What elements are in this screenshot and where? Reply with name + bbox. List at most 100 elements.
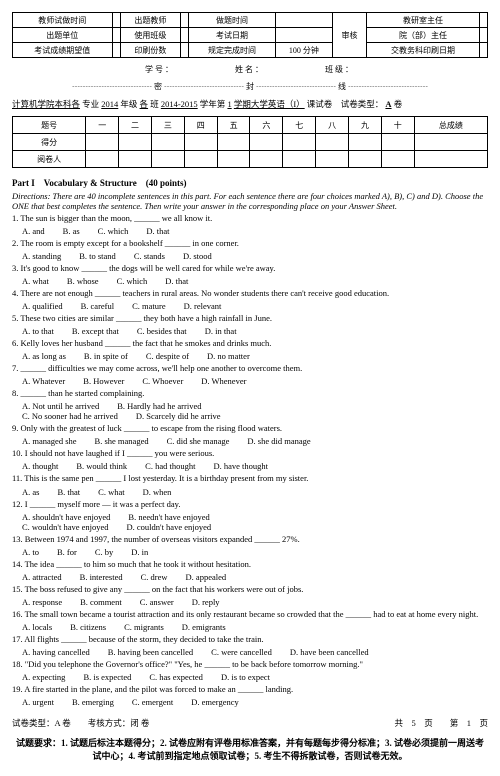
option: B. would think [76, 461, 127, 471]
info-line: 学号： 姓名： 班级： [12, 64, 488, 75]
option: D. in [131, 547, 148, 557]
h-c: 考试成绩期望值 [13, 43, 113, 58]
score-cell [119, 134, 152, 151]
score-cell [381, 134, 414, 151]
option: A. thought [22, 461, 58, 471]
question: 18. "Did you telephone the Governor's of… [12, 659, 488, 670]
option: B. careful [81, 301, 115, 311]
option: C. which [98, 226, 129, 236]
h-c: 考试日期 [189, 28, 276, 43]
question: 19. A fire started in the plane, and the… [12, 684, 488, 695]
score-cell [349, 151, 382, 168]
option: B. she managed [95, 436, 149, 446]
options: A. shouldn't have enjoyedB. needn't have… [22, 512, 488, 522]
option: D. emergency [191, 697, 239, 707]
score-head-cell: 一 [86, 117, 119, 134]
score-cell [217, 151, 250, 168]
score-cell [349, 134, 382, 151]
score-cell [414, 134, 487, 151]
option: C. did she manage [167, 436, 230, 446]
options: A. expectingB. is expectedC. has expecte… [22, 672, 488, 682]
option: B. needn't have enjoyed [128, 512, 209, 522]
footer-left: 试卷类型：A 卷 考核方式：闭 卷 [12, 718, 149, 728]
options: A. responseB. commentC. answerD. reply [22, 597, 488, 607]
options: A. standingB. to standC. standsD. stood [22, 251, 488, 261]
option: A. attracted [22, 572, 62, 582]
option: B. except that [72, 326, 119, 336]
xuehao-label: 学号： [145, 65, 171, 74]
question: 2. The room is empty except for a booksh… [12, 238, 488, 249]
option: D. relevant [184, 301, 222, 311]
option: D. in that [205, 326, 237, 336]
option: B. interested [80, 572, 123, 582]
option: B. as [63, 226, 80, 236]
question: 11. This is the same pen ______ I lost y… [12, 473, 488, 484]
option: B. However [83, 376, 124, 386]
option: C. by [95, 547, 113, 557]
options: A. managed she B. she managed C. did she m… [22, 436, 488, 446]
option: A. and [22, 226, 45, 236]
option: C. which [117, 276, 148, 286]
h-v [112, 13, 120, 28]
score-head-cell: 九 [349, 117, 382, 134]
questions-block: 1. The sun is bigger than the moon, ____… [12, 213, 488, 707]
options: A. asB. thatC. whatD. when [22, 487, 488, 497]
score-head-cell: 十 [381, 117, 414, 134]
question: 16. The small town became a tourist attr… [12, 609, 488, 620]
options: A. WhateverB. HoweverC. WhoeverD. Whenev… [22, 376, 488, 386]
score-table: 题号一二三四五六七八九十总成绩 得分 阅卷人 [12, 116, 488, 168]
h-c: 做题时间 [189, 13, 276, 28]
score-cell [316, 151, 349, 168]
score-head-cell: 题号 [13, 117, 86, 134]
option: D. that [165, 276, 188, 286]
part1-directions: Directions: There are 40 incomplete sent… [12, 191, 488, 211]
score-head-cell: 二 [119, 117, 152, 134]
option: B. whose [67, 276, 99, 286]
option: C. besides that [137, 326, 187, 336]
question: 17. All flights ______ because of the st… [12, 634, 488, 645]
options: A. having cancelled B. having been cancel… [22, 647, 488, 657]
options: A. whatB. whoseC. whichD. that [22, 276, 488, 286]
h-c: 印刷份数 [120, 43, 180, 58]
option: C. drew [141, 572, 168, 582]
part1-title: Part I Vocabulary & Structure (40 points… [12, 176, 488, 189]
score-head-cell: 六 [250, 117, 283, 134]
option: D. no matter [207, 351, 250, 361]
option: C. No sooner had he arrived [22, 411, 118, 421]
score-cell [283, 134, 316, 151]
option: A. to that [22, 326, 54, 336]
option: A. as long as [22, 351, 66, 361]
h-c: 院（部）主任 [367, 28, 480, 43]
h-c: 出题单位 [13, 28, 113, 43]
option: C. despite of [146, 351, 189, 361]
option: C. what [98, 487, 124, 497]
h-v [112, 28, 120, 43]
score-cell [381, 151, 414, 168]
score-cell [184, 134, 217, 151]
option: D. Scarcely did he arrive [136, 411, 221, 421]
option: A. having cancelled [22, 647, 90, 657]
score-cell [217, 134, 250, 151]
h-v [479, 43, 487, 58]
options: A. thoughtB. would thinkC. had thoughtD.… [22, 461, 488, 471]
option: D. stood [183, 251, 212, 261]
option: C. answer [140, 597, 174, 607]
option: B. Hardly had he arrived [117, 401, 201, 411]
h-c: 使用班级 [120, 28, 180, 43]
option: B. comment [80, 597, 122, 607]
h-v [181, 13, 189, 28]
h-v [479, 13, 487, 28]
option: C. emergent [132, 697, 173, 707]
option: A. locals [22, 622, 52, 632]
score-cell [250, 151, 283, 168]
footer-line: 试卷类型：A 卷 考核方式：闭 卷 共 5 页 第 1 页 [12, 717, 488, 729]
option: B. having been cancelled [108, 647, 193, 657]
h-c: 教研室主任 [367, 13, 480, 28]
option: A. response [22, 597, 62, 607]
options: A. to that B. except that C. besides that D… [22, 326, 488, 336]
h-v [181, 43, 189, 58]
option: A. standing [22, 251, 61, 261]
score-head-cell: 三 [151, 117, 184, 134]
option: A. managed she [22, 436, 77, 446]
option: B. is expected [83, 672, 131, 682]
